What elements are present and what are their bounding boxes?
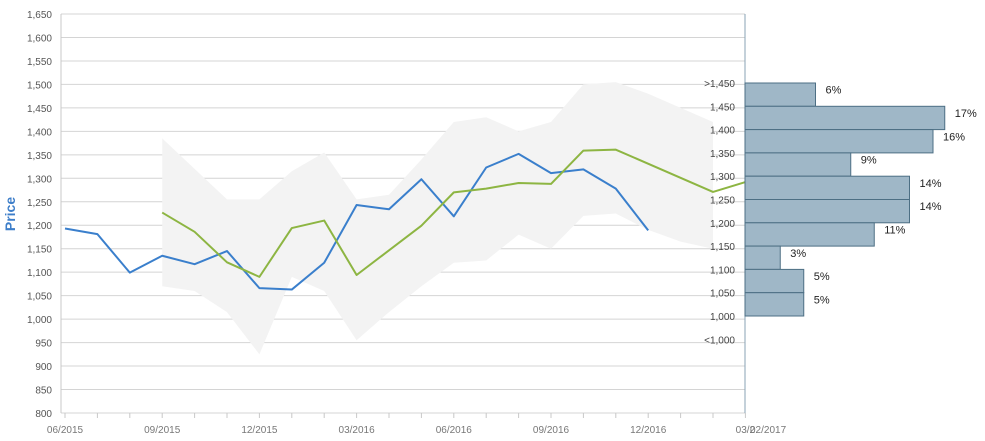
distribution-pct-label: 17% xyxy=(955,108,977,120)
x-tick-label: 02/2017 xyxy=(750,425,787,436)
distribution-pct-label: 14% xyxy=(920,178,942,190)
series-lines xyxy=(64,148,746,291)
distribution-bar xyxy=(744,105,946,131)
x-tick-label: 12/2015 xyxy=(241,425,278,436)
series-line xyxy=(161,148,746,278)
distribution-bin-label: 1,050 xyxy=(710,289,735,300)
range-band-area xyxy=(162,82,713,355)
distribution-bin-label: >1,450 xyxy=(704,79,735,90)
y-tick-label: 1,050 xyxy=(27,292,52,303)
y-tick-label: 1,250 xyxy=(27,198,52,209)
distribution-pct-label: 16% xyxy=(943,131,965,143)
distribution-bar xyxy=(744,268,805,294)
y-tick-label: 1,650 xyxy=(27,10,52,21)
y-tick-label: 1,500 xyxy=(27,80,52,91)
x-tick-label: 09/2015 xyxy=(144,425,181,436)
distribution-bin-label: <1,000 xyxy=(704,335,735,346)
y-tick-label: 800 xyxy=(35,409,52,420)
y-tick-label: 1,600 xyxy=(27,33,52,44)
distribution-bar xyxy=(744,199,910,224)
distribution-pct-label: 5% xyxy=(814,271,830,283)
x-tick-label: 09/2016 xyxy=(533,425,570,436)
distribution-bin-label: 1,100 xyxy=(710,265,735,276)
distribution-pct-label: 6% xyxy=(826,85,842,97)
y-tick-label: 1,150 xyxy=(27,245,52,256)
distribution-pct-label: 3% xyxy=(790,248,806,260)
distribution-bin-label: 1,000 xyxy=(710,312,735,323)
distribution-pct-label: 14% xyxy=(920,201,942,213)
x-axis-ticks: 06/2015 09/2015 12/2015 03/2016 06/2016 09/20… xyxy=(47,413,787,436)
distribution-bin-label: 1,450 xyxy=(710,102,735,113)
distribution-pct-label: 9% xyxy=(861,155,877,167)
distribution-bin-label: 1,400 xyxy=(710,126,735,137)
y-tick-label: 900 xyxy=(35,362,52,373)
distribution-bin-label: 1,350 xyxy=(710,149,735,160)
distribution-pct-label: 11% xyxy=(884,224,905,236)
y-tick-label: 1,450 xyxy=(27,104,52,115)
y-tick-label: 950 xyxy=(35,339,52,350)
distribution-bin-label: 1,250 xyxy=(710,196,735,207)
y-tick-label: 1,550 xyxy=(27,57,52,68)
x-tick-label: 03/2 xyxy=(736,425,756,436)
distribution-bar xyxy=(744,82,816,107)
distribution-pct-label: 5% xyxy=(814,294,830,306)
x-tick-label: 06/2016 xyxy=(436,425,473,436)
y-tick-label: 1,300 xyxy=(27,174,52,185)
distribution-bar xyxy=(744,129,934,154)
distribution-bin-label: 1,300 xyxy=(710,172,735,183)
distribution-bar xyxy=(744,292,805,317)
distribution-bin-label: 1,150 xyxy=(710,242,735,253)
range-band xyxy=(162,82,713,355)
x-tick-label: 03/2016 xyxy=(339,425,376,436)
y-tick-label: 1,400 xyxy=(27,127,52,138)
distribution-bars: >1,450 6% 1,450 17% 1,400 16% 1,350 9% 1,300 14% 1… xyxy=(704,79,977,346)
x-tick-label: 12/2016 xyxy=(630,425,667,436)
distribution-bar xyxy=(744,245,781,270)
y-tick-label: 1,200 xyxy=(27,221,52,232)
y-axis-label: Price xyxy=(2,197,18,231)
y-tick-label: 850 xyxy=(35,386,52,397)
x-tick-label: 06/2015 xyxy=(47,425,84,436)
distribution-bar xyxy=(744,152,852,177)
distribution-bin-label: 1,200 xyxy=(710,219,735,230)
y-tick-label: 1,000 xyxy=(27,315,52,326)
y-tick-label: 1,100 xyxy=(27,268,52,279)
distribution-bar xyxy=(744,222,875,247)
y-tick-label: 1,350 xyxy=(27,151,52,162)
distribution-bar xyxy=(744,175,910,200)
series-line xyxy=(64,152,649,291)
y-axis-ticks: 800 850 900 950 1,000 1,050 1,100 1,150 1,200 1,2… xyxy=(27,10,52,420)
